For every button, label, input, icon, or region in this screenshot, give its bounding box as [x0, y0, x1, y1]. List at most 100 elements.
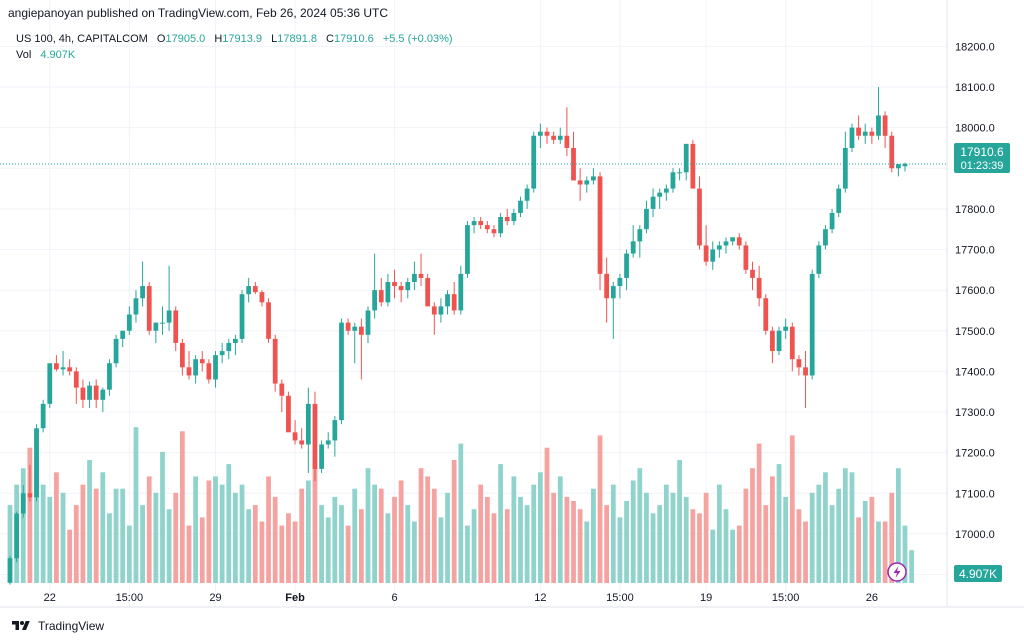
volume-bar: [650, 513, 656, 583]
volume-bar: [484, 496, 490, 583]
candle-body: [577, 180, 583, 185]
candle-body: [20, 493, 26, 514]
candle-body: [160, 322, 165, 324]
volume-bar: [862, 501, 868, 583]
candle-body: [438, 306, 444, 315]
candle-body: [292, 432, 298, 441]
candle-body: [113, 338, 119, 364]
volume-bar: [166, 509, 172, 583]
candle-series: [7, 87, 908, 585]
volume-bar: [756, 443, 762, 583]
footer-brand[interactable]: TradingView: [38, 619, 105, 633]
flash-icon[interactable]: [887, 562, 907, 582]
candle-body: [7, 558, 13, 583]
price-tick-label: 18100.0: [955, 82, 995, 94]
volume-bar: [637, 468, 643, 583]
time-tick-label: 12: [534, 592, 546, 604]
candle-body: [723, 241, 729, 246]
candle-body: [358, 326, 364, 335]
volume-bar: [286, 513, 291, 583]
candle-body: [372, 290, 378, 311]
volume-bar: [624, 501, 629, 583]
candle-body: [544, 131, 550, 136]
volume-bar: [750, 468, 755, 583]
candle-body: [80, 387, 86, 400]
candle-body: [378, 290, 384, 303]
candle-body: [683, 143, 689, 173]
volume-bar: [226, 464, 232, 583]
volume-bar: [47, 496, 53, 583]
candle-body: [624, 253, 629, 278]
price-tick-label: 17400.0: [955, 366, 995, 378]
time-tick-label: Feb: [285, 592, 305, 604]
volume-bar: [465, 525, 470, 583]
candle-body: [504, 217, 510, 222]
vol-label[interactable]: Vol: [16, 49, 32, 61]
symbol-label[interactable]: US 100, 4h, CAPITALCOM: [16, 33, 148, 45]
volume-bar: [358, 509, 364, 583]
volume-bar: [471, 509, 477, 583]
candle-body: [405, 282, 411, 291]
candle-body: [597, 176, 603, 274]
volume-bar: [557, 476, 563, 583]
candle-body: [644, 208, 649, 230]
volume-bar: [339, 505, 344, 583]
price-tag: 17910.6 01:23:39: [954, 143, 1010, 173]
volume-bar: [87, 460, 92, 583]
volume-bar: [40, 484, 46, 583]
volume-bar: [425, 476, 431, 583]
time-tick-label: 22: [44, 592, 56, 604]
candle-body: [100, 389, 106, 400]
volume-bar: [67, 529, 73, 583]
volume-bar: [305, 480, 311, 583]
volume-bar: [882, 521, 888, 583]
candle-body: [823, 229, 828, 246]
volume-bar: [412, 521, 417, 583]
volume-bar: [146, 476, 152, 583]
volume-bar: [325, 517, 331, 583]
volume-bar: [213, 476, 218, 583]
open-value: 17905.0: [165, 33, 206, 45]
volume-legend: Vol 4.907K: [16, 49, 75, 61]
volume-bar: [902, 525, 908, 583]
candle-body: [325, 440, 331, 445]
candle-body: [770, 330, 775, 352]
candle-body: [392, 282, 397, 287]
volume-bar: [849, 472, 855, 583]
volume-bar: [829, 505, 835, 583]
volume-bar: [869, 496, 875, 583]
candle-body: [312, 403, 318, 469]
candle-body: [279, 383, 285, 396]
candle-body: [286, 395, 291, 433]
high-value: 17913.9: [222, 33, 263, 45]
volume-bar: [312, 464, 318, 583]
volume-bar: [663, 484, 669, 583]
volume-bar: [279, 525, 285, 583]
candle-body: [803, 367, 808, 376]
volume-bar: [352, 488, 358, 583]
volume-bar: [239, 484, 245, 583]
volume-bar: [252, 505, 258, 583]
candle-body: [895, 164, 901, 169]
candle-body: [445, 294, 450, 307]
volume-bar: [531, 484, 537, 583]
candle-body: [743, 245, 749, 270]
volume-bar: [179, 431, 185, 583]
volume-tag-value: 4.907K: [959, 567, 997, 581]
candle-body: [630, 241, 636, 254]
candle-body: [610, 286, 616, 299]
volume-bar: [789, 435, 795, 583]
volume-bar: [644, 492, 649, 583]
volume-bar: [451, 460, 457, 583]
candle-body: [126, 314, 132, 331]
volume-bar: [677, 460, 682, 583]
candle-body: [776, 330, 782, 352]
candle-body: [299, 440, 305, 445]
high-label: H: [214, 33, 223, 45]
volume-bar: [577, 509, 583, 583]
volume-bar: [272, 496, 278, 583]
candle-body: [458, 273, 464, 311]
volume-bar: [332, 496, 338, 583]
volume-bar: [445, 492, 450, 583]
